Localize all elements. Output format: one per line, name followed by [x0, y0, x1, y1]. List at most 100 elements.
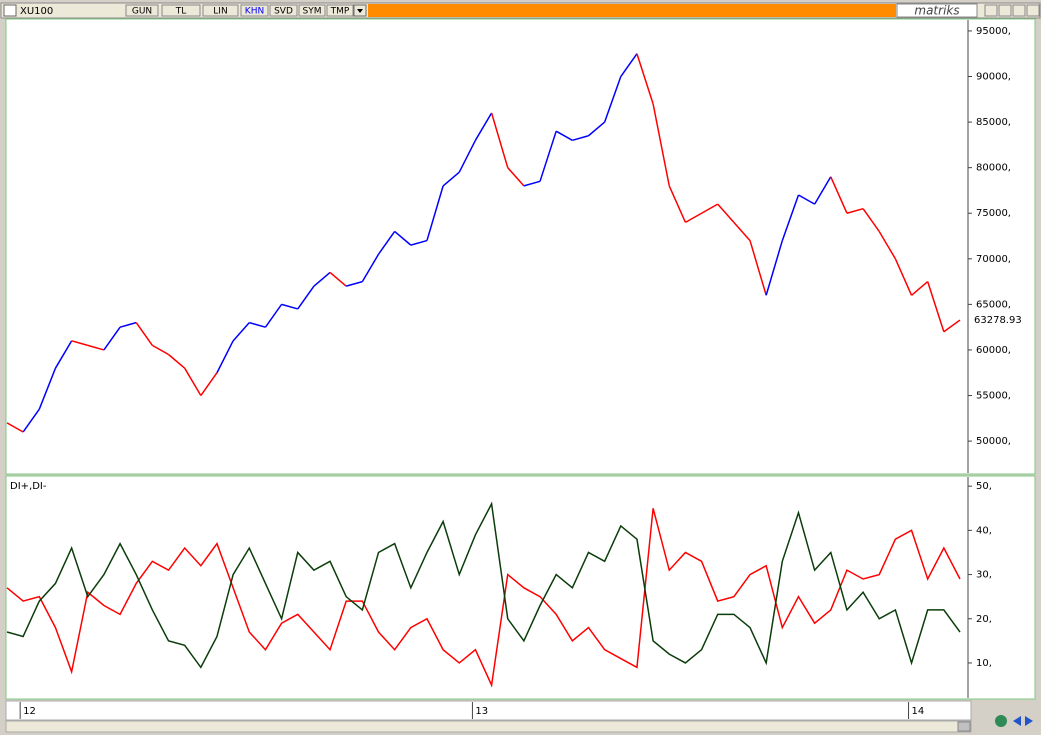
price-segment — [539, 130, 557, 182]
price-segment — [668, 185, 687, 223]
x-tick-label: 14 — [912, 706, 925, 717]
last-value-label: 63278.93 — [974, 315, 1022, 326]
price-segment — [184, 367, 202, 396]
toolbar-button[interactable] — [269, 4, 298, 17]
brand-box — [896, 3, 978, 18]
price-segment — [781, 194, 800, 241]
price-segment — [490, 112, 509, 168]
price-segment — [717, 203, 735, 223]
price-segment — [878, 231, 897, 260]
price-segment — [6, 422, 24, 433]
price-segment — [345, 280, 363, 287]
refresh-icon[interactable] — [995, 715, 1007, 727]
x-tick-label: 13 — [475, 706, 488, 717]
toolbar-button-label[interactable]: TMP — [330, 7, 350, 17]
price-segment — [733, 221, 751, 242]
y-tick-label: 95000, — [976, 26, 1011, 37]
toolbar-button[interactable] — [161, 4, 201, 17]
price-segment — [329, 271, 347, 287]
y-tick-label: 20, — [976, 614, 992, 625]
minimize-button[interactable] — [998, 4, 1012, 17]
price-segment — [458, 139, 477, 173]
price-segment — [281, 303, 298, 310]
price-segment — [313, 271, 331, 287]
scroll-right[interactable] — [1025, 716, 1033, 726]
price-segment — [926, 281, 945, 332]
y-tick-label: 55000, — [976, 391, 1011, 402]
toolbar-button-label[interactable]: TL — [175, 7, 187, 17]
toolbar-button[interactable] — [326, 4, 354, 17]
toolbar-button-label[interactable]: SVD — [274, 7, 293, 17]
menu-icon[interactable] — [3, 4, 17, 17]
y-tick-label: 50, — [976, 481, 992, 492]
price-segment — [38, 367, 57, 410]
toolbar-button-label[interactable]: GUN — [132, 7, 152, 17]
menu-button[interactable] — [984, 4, 998, 17]
scrollbar[interactable] — [5, 720, 972, 733]
toolbar-button-label[interactable]: KHN — [245, 7, 264, 17]
price-segment — [410, 239, 428, 246]
y-tick-label: 80000, — [976, 163, 1011, 174]
price-segment — [200, 372, 218, 396]
toolbar-button-label[interactable]: SYM — [303, 7, 322, 17]
di-line — [6, 508, 961, 688]
scroll-thumb[interactable] — [957, 721, 971, 732]
x-tick-label: 12 — [23, 706, 36, 717]
y-tick-label: 50000, — [976, 436, 1011, 447]
scroll-left[interactable] — [1013, 716, 1021, 726]
maximize-button[interactable] — [1012, 4, 1026, 17]
y-tick-label: 90000, — [976, 72, 1011, 83]
y-tick-label: 65000, — [976, 299, 1011, 310]
dropdown-arrow — [357, 9, 363, 13]
di-panel — [5, 475, 1036, 700]
price-segment — [297, 285, 315, 310]
price-segment — [361, 253, 380, 282]
price-segment — [168, 353, 186, 369]
y-tick-label: 70000, — [976, 254, 1011, 265]
price-segment — [830, 176, 848, 214]
price-segment — [846, 207, 864, 214]
price-segment — [636, 53, 654, 105]
di-title: DI+,DI- — [10, 481, 47, 492]
di-line — [6, 501, 961, 669]
toolbar-button[interactable] — [125, 4, 159, 17]
toolbar-button[interactable] — [240, 4, 269, 17]
close-button[interactable] — [1026, 4, 1040, 17]
price-segment — [894, 258, 913, 296]
price-segment — [442, 171, 460, 187]
y-tick-label: 40, — [976, 525, 992, 536]
price-segment — [474, 112, 493, 141]
last-value-box — [970, 313, 1034, 328]
price-segment — [232, 322, 250, 342]
brand: matriks — [914, 4, 959, 18]
time-axis — [5, 700, 972, 721]
toolbar-button[interactable] — [202, 4, 239, 17]
price-segment — [264, 303, 283, 328]
price-segment — [523, 180, 541, 187]
price-segment — [135, 322, 153, 346]
toolbar-button-label[interactable]: LIN — [213, 7, 227, 17]
price-segment — [572, 135, 589, 142]
price-panel — [5, 18, 1036, 475]
y-tick-label: 75000, — [976, 208, 1011, 219]
price-segment — [119, 321, 137, 328]
price-segment — [603, 76, 622, 123]
orange-bar — [368, 4, 896, 17]
price-segment — [216, 340, 234, 374]
price-segment — [555, 130, 573, 141]
price-segment — [507, 167, 525, 187]
y-tick-label: 30, — [976, 570, 992, 581]
price-segment — [588, 121, 606, 137]
symbol: XU100 — [20, 6, 53, 17]
price-segment — [943, 319, 961, 333]
price-segment — [620, 53, 638, 77]
price-segment — [765, 240, 784, 296]
y-tick-label: 10, — [976, 658, 992, 669]
y-tick-label: 85000, — [976, 117, 1011, 128]
toolbar-button[interactable] — [298, 4, 326, 17]
price-segment — [103, 326, 121, 351]
price-segment — [87, 344, 105, 351]
price-segment — [749, 240, 767, 296]
price-segment — [701, 203, 719, 214]
